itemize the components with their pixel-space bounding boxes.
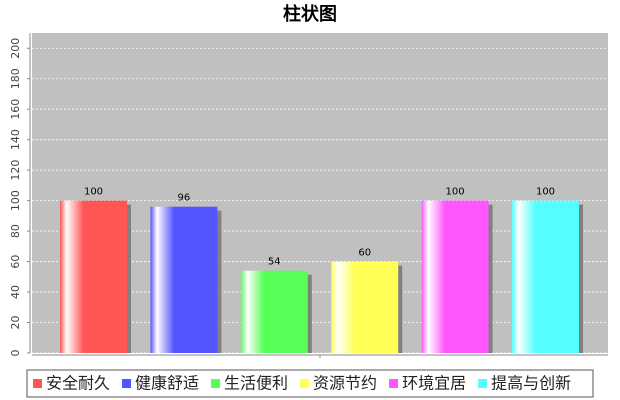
y-tick-label: 160 bbox=[9, 99, 22, 120]
legend-label: 资源节约 bbox=[313, 374, 377, 393]
y-tick-label: 20 bbox=[9, 316, 22, 330]
legend-label: 健康舒适 bbox=[135, 374, 199, 393]
value-label: 100 bbox=[446, 187, 465, 198]
y-tick-label: 120 bbox=[9, 160, 22, 181]
value-label: 100 bbox=[536, 187, 555, 198]
bar bbox=[331, 261, 399, 353]
y-tick-label: 100 bbox=[9, 190, 22, 211]
bar bbox=[240, 270, 308, 353]
legend-label: 环境宜居 bbox=[402, 374, 466, 393]
y-tick-label: 80 bbox=[9, 224, 22, 238]
legend-box bbox=[26, 369, 594, 398]
legend-swatch bbox=[33, 379, 42, 388]
legend-label: 安全耐久 bbox=[46, 374, 110, 393]
chart-title: 柱状图 bbox=[283, 3, 337, 25]
y-tick-label: 40 bbox=[9, 285, 22, 299]
y-tick-label: 140 bbox=[9, 129, 22, 150]
bar bbox=[150, 206, 218, 353]
legend-swatch bbox=[300, 379, 310, 388]
value-label: 60 bbox=[358, 248, 371, 259]
bar bbox=[512, 200, 579, 353]
value-label: 96 bbox=[178, 193, 191, 204]
y-tick-label: 60 bbox=[9, 255, 22, 269]
legend-label: 提高与创新 bbox=[491, 374, 571, 393]
value-label: 100 bbox=[84, 187, 103, 198]
value-label: 54 bbox=[268, 257, 281, 268]
y-tick-label: 200 bbox=[9, 38, 22, 59]
bar bbox=[421, 200, 489, 353]
y-tick-label: 180 bbox=[9, 68, 22, 89]
legend-swatch bbox=[122, 379, 132, 388]
legend-swatch bbox=[478, 379, 488, 388]
bar bbox=[60, 200, 127, 353]
legend-swatch bbox=[211, 379, 221, 388]
legend-swatch bbox=[389, 379, 399, 388]
y-tick-label: 0 bbox=[9, 350, 22, 357]
legend-label: 生活便利 bbox=[224, 374, 288, 393]
